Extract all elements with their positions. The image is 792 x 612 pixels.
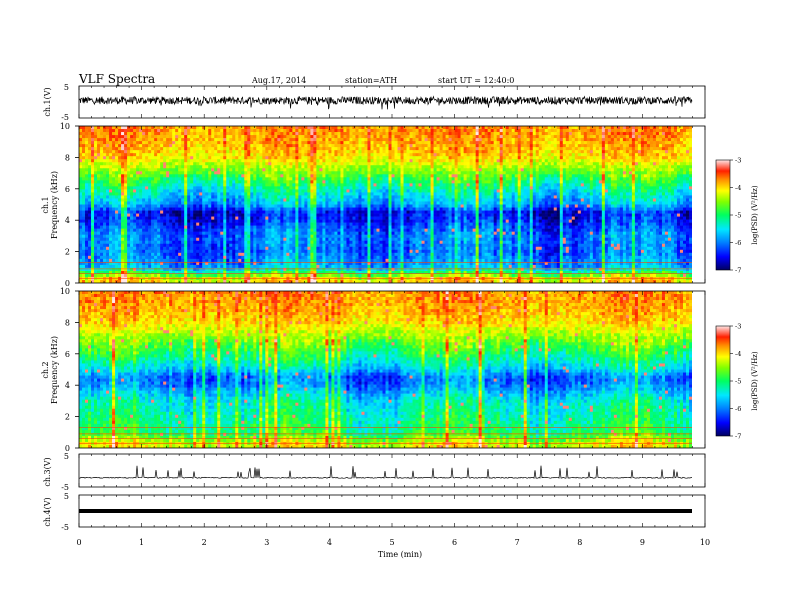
ch2-channel-label: ch.2 (41, 361, 50, 378)
colorbar-tick-label: -4 (735, 184, 741, 192)
ch3-waveform-trace (78, 465, 692, 479)
ch1-spectrogram-panel: 0 2 4 6 8 10 ch.1 Frequency (kHz) (41, 122, 706, 288)
ch3-waveform-frame (78, 453, 706, 488)
ch1-waveform-trace (78, 95, 693, 110)
ch4-ytick-top: 5 (64, 492, 69, 501)
frequency-tick-label: 4 (65, 381, 70, 390)
colorbar-tick-label: -7 (735, 267, 741, 275)
time-tick-label: 10 (700, 538, 710, 547)
frequency-tick-label: 10 (60, 287, 70, 296)
frequency-tick-label: 2 (65, 248, 70, 257)
ch3-waveform-panel: 5 ch.3(V) (43, 452, 706, 488)
ch1-colorbar-label: log(PSD) (V²/Hz) (751, 185, 759, 244)
ch1-ylabel: ch.1(V) (43, 87, 52, 116)
frequency-tick-label: 2 (65, 413, 70, 422)
time-axis-label: Time (min) (378, 550, 422, 559)
colorbar-tick-label: -6 (735, 405, 741, 413)
time-tick-label: 0 (76, 538, 81, 547)
time-tick-label: 3 (264, 538, 269, 547)
ch3-ylabel: ch.3(V) (43, 457, 52, 486)
ch1-colorbar-ticks: -3 -4 -5 -6 -7 (730, 157, 741, 275)
ch2-colorbar-label: log(PSD) (V²/Hz) (751, 351, 759, 410)
ch2-colorbar-ticks: -3 -4 -5 -6 -7 (730, 323, 741, 441)
ch2-spectrogram-panel: 0 2 4 6 8 10 ch.2 Frequency (kHz) (41, 287, 706, 453)
colorbar-tick-label: -5 (735, 378, 741, 386)
start-time-label: start UT = 12:40:0 (438, 76, 514, 85)
time-tick-label: 1 (139, 538, 144, 547)
colorbar-tick-label: -7 (735, 433, 741, 441)
ch4-waveform-panel: -5 5 -5 ch.4(V) (43, 483, 706, 532)
time-tick-label: 2 (202, 538, 207, 547)
time-tick-label: 8 (577, 538, 582, 547)
date-label: Aug.17, 2014 (251, 76, 306, 85)
ch3-ytick-bottom: -5 (61, 483, 69, 492)
colorbar-tick-label: -4 (735, 350, 741, 358)
ch2-colorbar-gradient (715, 325, 731, 437)
ch1-spectrogram-image (79, 126, 692, 283)
frequency-tick-label: 8 (65, 153, 70, 162)
frequency-tick-label: 10 (60, 122, 70, 131)
frequency-tick-label: 0 (65, 279, 70, 288)
colorbar-tick-label: -5 (735, 212, 741, 220)
frequency-tick-label: 6 (65, 350, 70, 359)
ch1-frequency-label: Frequency (kHz) (50, 171, 59, 239)
colorbar-tick-label: -3 (735, 157, 741, 165)
time-tick-label: 5 (389, 538, 394, 547)
frequency-tick-label: 6 (65, 185, 70, 194)
frequency-tick-label: 4 (65, 216, 70, 225)
time-tick-label: 9 (640, 538, 645, 547)
ch3-ytick-top: 5 (64, 452, 69, 461)
ch2-spectrogram-image (79, 291, 692, 448)
figure-title: VLF Spectra (78, 72, 155, 86)
frequency-tick-label: 8 (65, 318, 70, 327)
ch2-colorbar: -3 -4 -5 -6 -7 log(PSD) (V²/Hz) (715, 323, 759, 441)
time-tick-label: 4 (327, 538, 332, 547)
time-tick-label: 7 (515, 538, 520, 547)
ch4-ytick-bottom: -5 (61, 523, 69, 532)
time-axis-ticks: 0 1 2 3 4 5 6 7 8 9 10 (76, 86, 710, 547)
ch1-colorbar: -3 -4 -5 -6 -7 log(PSD) (V²/Hz) (715, 157, 759, 275)
ch1-frequency-ticks: 0 2 4 6 8 10 (60, 122, 79, 288)
ch2-frequency-label: Frequency (kHz) (50, 336, 59, 404)
ch1-waveform-panel: 5 -5 ch.1(V) (43, 83, 706, 122)
time-tick-label: 6 (452, 538, 457, 547)
ch1-colorbar-gradient (715, 159, 731, 271)
ch1-ytick-bottom: -5 (61, 113, 69, 122)
ch1-channel-label: ch.1 (41, 196, 50, 213)
ch1-ytick-top: 5 (64, 83, 69, 92)
frequency-tick-label: 0 (65, 444, 70, 453)
colorbar-tick-label: -6 (735, 239, 741, 247)
station-label: station=ATH (345, 76, 397, 85)
colorbar-tick-label: -3 (735, 323, 741, 331)
ch4-ylabel: ch.4(V) (43, 497, 52, 526)
ch2-frequency-ticks: 0 2 4 6 8 10 (60, 287, 79, 453)
